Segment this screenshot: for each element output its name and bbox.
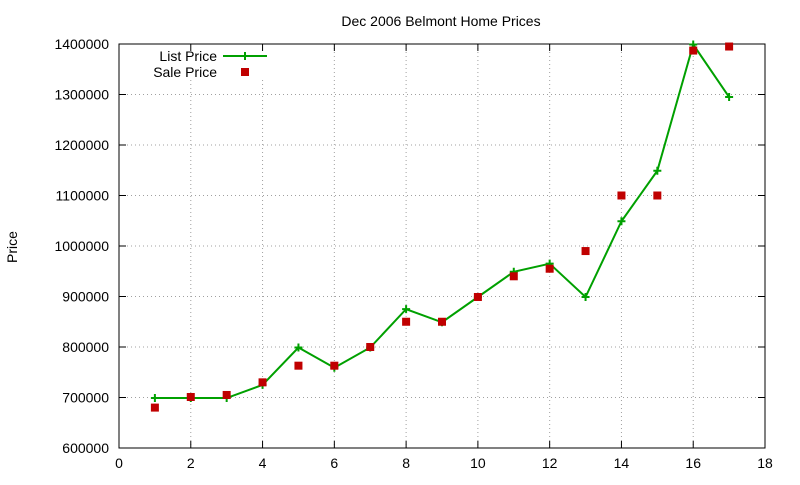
y-tick-label: 1200000	[54, 137, 109, 153]
axis-ticks: 0 2 4 6 8 10 12 14 16 18 600000 700000 800000 900000 1…	[54, 36, 773, 471]
series-0	[150, 40, 734, 403]
data-point	[473, 293, 482, 302]
y-tick-label: 1100000	[56, 188, 110, 204]
data-point	[402, 305, 411, 314]
x-tick-label: 18	[757, 455, 773, 471]
x-tick-label: 12	[542, 455, 558, 471]
x-tick-label: 4	[259, 455, 267, 471]
data-point	[617, 191, 626, 200]
data-point	[689, 46, 698, 55]
x-tick-label: 2	[187, 455, 195, 471]
x-tick-label: 8	[402, 455, 410, 471]
y-tick-label: 1000000	[54, 238, 109, 254]
data-point	[438, 317, 446, 326]
data-point	[725, 42, 734, 51]
series-line	[154, 42, 730, 400]
y-axis-label: Price	[4, 231, 20, 263]
series-layer	[150, 40, 734, 412]
x-tick-label: 10	[470, 455, 486, 471]
data-point	[222, 390, 231, 399]
legend-label: List Price	[159, 48, 217, 64]
data-point	[186, 392, 195, 401]
series-1	[150, 42, 734, 412]
data-point	[258, 378, 267, 387]
y-tick-label: 1300000	[54, 87, 109, 103]
data-point	[294, 361, 303, 370]
data-point	[150, 403, 159, 412]
y-tick-label: 600000	[62, 440, 109, 456]
data-point	[330, 361, 339, 370]
y-tick-label: 1400000	[54, 36, 109, 52]
x-tick-label: 6	[330, 455, 338, 471]
x-tick-label: 14	[614, 455, 630, 471]
data-point	[545, 264, 554, 273]
data-point	[402, 317, 411, 326]
data-point	[617, 217, 626, 226]
data-point	[509, 272, 518, 281]
legend-label: Sale Price	[153, 64, 217, 80]
data-point	[366, 343, 375, 351]
data-point	[581, 293, 590, 302]
y-tick-label: 700000	[62, 390, 109, 406]
data-point	[581, 247, 590, 256]
data-point	[150, 394, 159, 403]
x-tick-label: 0	[115, 455, 123, 471]
chart-title: Dec 2006 Belmont Home Prices	[341, 13, 540, 29]
y-tick-label: 800000	[62, 339, 109, 355]
data-point	[725, 93, 734, 102]
grid	[119, 44, 765, 448]
y-tick-label: 900000	[62, 289, 109, 305]
data-point	[294, 343, 303, 352]
data-point	[653, 166, 662, 175]
legend-swatch-marker	[241, 52, 249, 60]
data-point	[653, 191, 662, 200]
legend-swatch-marker	[241, 68, 249, 76]
x-tick-label: 16	[685, 455, 701, 471]
